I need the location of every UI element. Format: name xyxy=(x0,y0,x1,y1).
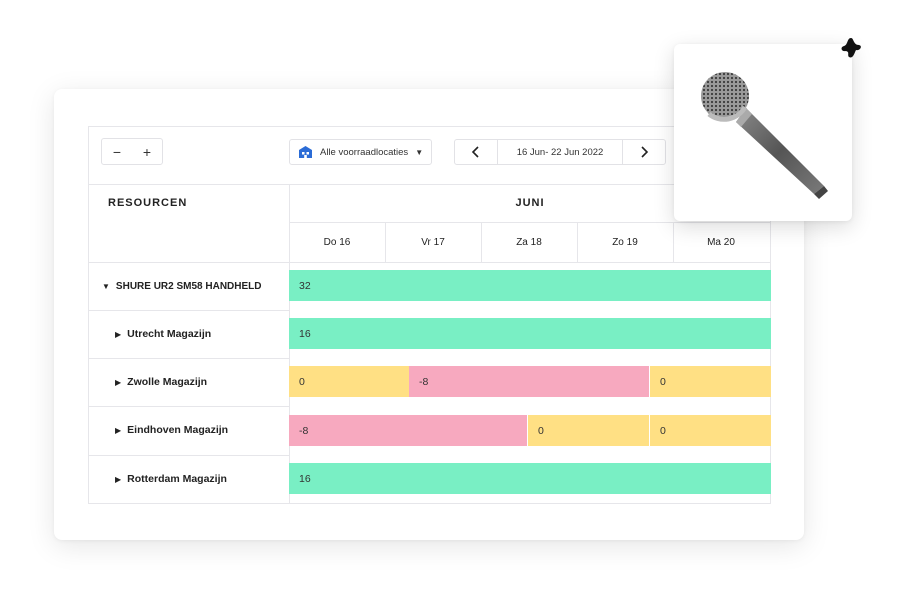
resource-row-rotterdam[interactable]: ▶ Rotterdam Magazijn xyxy=(88,455,289,503)
zoom-control: − + xyxy=(101,138,163,165)
availability-bar[interactable]: 32 xyxy=(289,270,771,301)
row-divider xyxy=(88,406,289,407)
pin-icon[interactable] xyxy=(838,36,864,62)
chevron-right-icon xyxy=(641,146,649,158)
day-header: Vr 17 xyxy=(421,236,445,248)
month-header: JUNI xyxy=(515,197,545,209)
date-navigator: 16 Jun- 22 Jun 2022 xyxy=(454,139,666,165)
resource-row-utrecht[interactable]: ▶ Utrecht Magazijn xyxy=(88,310,289,358)
availability-bar[interactable]: 16 xyxy=(289,318,771,349)
day-divider xyxy=(577,222,578,262)
row-divider xyxy=(88,310,289,311)
day-divider xyxy=(673,222,674,262)
header-divider xyxy=(88,262,771,263)
availability-bar[interactable]: -8 xyxy=(289,415,527,446)
resources-header: RESOURCEN xyxy=(108,197,188,209)
month-divider xyxy=(289,222,771,223)
product-card[interactable] xyxy=(674,44,852,221)
caret-right-icon[interactable]: ▶ xyxy=(115,329,122,339)
availability-bar[interactable]: 0 xyxy=(289,366,409,397)
chevron-left-icon xyxy=(471,146,479,158)
resource-label: SHURE UR2 SM58 HANDHELD xyxy=(115,280,262,292)
caret-down-icon[interactable]: ▼ xyxy=(102,281,110,291)
prev-week-button[interactable] xyxy=(455,140,497,164)
availability-bar[interactable]: 0 xyxy=(528,415,649,446)
caret-right-icon[interactable]: ▶ xyxy=(115,377,122,387)
microphone-image xyxy=(701,72,828,199)
resource-row-shure[interactable]: ▼ SHURE UR2 SM58 HANDHELD xyxy=(88,262,289,310)
date-range-label[interactable]: 16 Jun- 22 Jun 2022 xyxy=(497,140,623,164)
location-select-value: Alle voorraadlocaties xyxy=(320,146,409,158)
caret-right-icon[interactable]: ▶ xyxy=(115,474,122,484)
row-divider xyxy=(88,455,289,456)
warehouse-icon xyxy=(298,145,313,159)
toolbar-divider xyxy=(88,184,771,185)
availability-bar[interactable]: 16 xyxy=(289,463,771,494)
zoom-in-button[interactable]: + xyxy=(142,143,152,160)
day-divider xyxy=(385,222,386,262)
location-select[interactable]: Alle voorraadlocaties ▼ xyxy=(289,139,432,165)
caret-down-icon: ▼ xyxy=(415,147,424,157)
next-week-button[interactable] xyxy=(623,140,665,164)
availability-bar[interactable]: 0 xyxy=(650,415,771,446)
resource-label: Rotterdam Magazijn xyxy=(127,473,227,485)
row-divider xyxy=(88,358,289,359)
day-header: Za 18 xyxy=(516,236,542,248)
day-header: Zo 19 xyxy=(612,236,638,248)
availability-bar[interactable]: -8 xyxy=(409,366,649,397)
resource-row-zwolle[interactable]: ▶ Zwolle Magazijn xyxy=(88,358,289,406)
resource-label: Eindhoven Magazijn xyxy=(127,424,229,436)
day-header: Do 16 xyxy=(323,236,351,248)
resource-label: Zwolle Magazijn xyxy=(127,376,208,388)
resource-row-eindhoven[interactable]: ▶ Eindhoven Magazijn xyxy=(88,406,289,454)
day-header: Ma 20 xyxy=(707,236,735,248)
zoom-out-button[interactable]: − xyxy=(112,143,122,160)
day-divider xyxy=(481,222,482,262)
availability-bar[interactable]: 0 xyxy=(650,366,771,397)
caret-right-icon[interactable]: ▶ xyxy=(115,425,122,435)
resource-label: Utrecht Magazijn xyxy=(127,328,212,340)
